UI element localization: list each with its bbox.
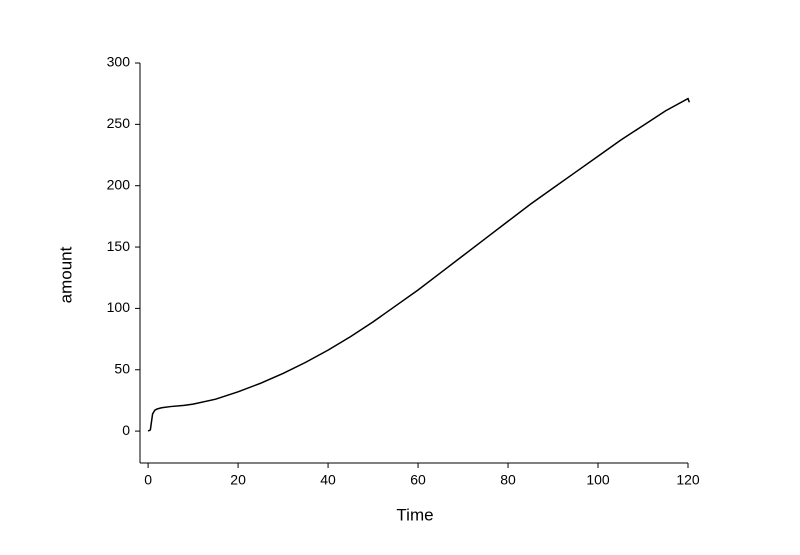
x-axis-title: Time bbox=[396, 505, 433, 524]
y-axis-title: amount bbox=[56, 246, 75, 303]
x-tick-label: 40 bbox=[320, 472, 336, 488]
line-series bbox=[147, 97, 691, 432]
x-tick-label: 20 bbox=[230, 472, 246, 488]
x-tick-label: 120 bbox=[676, 472, 700, 488]
y-tick-label: 50 bbox=[114, 360, 130, 376]
x-tick-label: 100 bbox=[586, 472, 610, 488]
y-tick-label: 100 bbox=[107, 299, 131, 315]
y-tick-label: 0 bbox=[122, 422, 130, 438]
y-tick-label: 200 bbox=[107, 176, 131, 192]
x-tick-label: 60 bbox=[410, 472, 426, 488]
x-tick-label: 0 bbox=[144, 472, 152, 488]
y-tick-label: 300 bbox=[107, 54, 131, 70]
y-tick-label: 250 bbox=[107, 115, 131, 131]
x-tick-label: 80 bbox=[500, 472, 516, 488]
y-tick-label: 150 bbox=[107, 238, 131, 254]
